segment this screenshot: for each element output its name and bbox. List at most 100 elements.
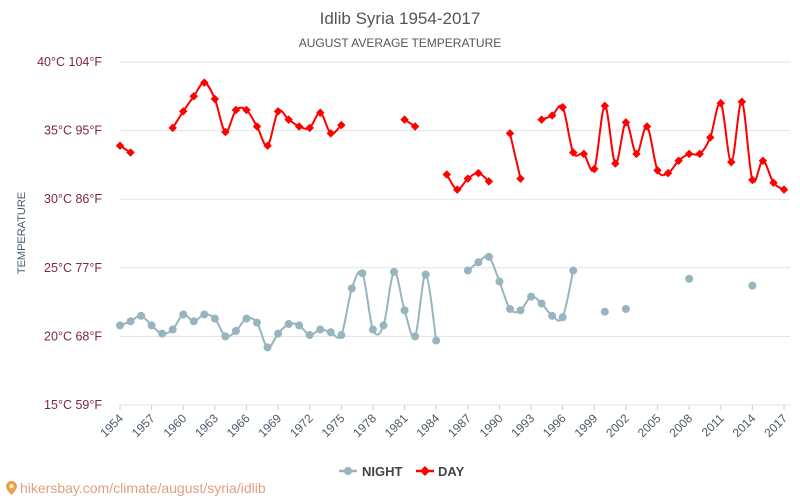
day-point-2013[interactable]: [737, 97, 747, 107]
day-point-2008[interactable]: [684, 149, 694, 159]
day-point-1955[interactable]: [126, 148, 135, 157]
night-point-1964[interactable]: [221, 332, 230, 341]
night-point-1976[interactable]: [347, 284, 356, 293]
day-point-1968[interactable]: [263, 141, 272, 150]
night-point-1989[interactable]: [484, 252, 493, 261]
day-point-1972[interactable]: [305, 123, 314, 133]
night-point-2000[interactable]: [600, 307, 609, 316]
day-point-1996[interactable]: [558, 103, 567, 112]
night-point-1975[interactable]: [337, 331, 346, 340]
night-point-1954[interactable]: [116, 321, 124, 330]
day-point-1969[interactable]: [273, 107, 283, 116]
day-point-1998[interactable]: [579, 149, 588, 159]
day-point-1989[interactable]: [484, 177, 494, 186]
night-point-1979[interactable]: [379, 321, 388, 330]
night-point-2008[interactable]: [685, 274, 694, 283]
night-point-1992[interactable]: [516, 306, 525, 315]
day-point-1962[interactable]: [200, 78, 209, 87]
night-point-1955[interactable]: [126, 317, 135, 326]
day-point-1961[interactable]: [189, 92, 199, 101]
day-point-2017[interactable]: [779, 185, 789, 194]
night-point-1996[interactable]: [558, 313, 567, 322]
night-point-1995[interactable]: [548, 311, 557, 320]
day-point-1971[interactable]: [294, 122, 304, 131]
night-point-1963[interactable]: [210, 314, 219, 323]
day-point-1959[interactable]: [168, 123, 177, 133]
night-point-1978[interactable]: [368, 325, 377, 334]
day-point-1966[interactable]: [242, 105, 251, 115]
day-point-1954[interactable]: [115, 141, 125, 150]
night-point-1977[interactable]: [358, 269, 367, 278]
y-tick-label: 30°C 86°F: [44, 192, 102, 206]
night-point-1994[interactable]: [537, 299, 546, 308]
day-point-1965[interactable]: [231, 105, 241, 115]
night-point-2014[interactable]: [748, 281, 757, 290]
night-point-1972[interactable]: [305, 331, 314, 340]
day-line: [541, 100, 785, 191]
night-point-1969[interactable]: [274, 329, 283, 338]
day-legend-marker: [420, 466, 430, 476]
night-point-1962[interactable]: [200, 310, 209, 319]
day-point-1974[interactable]: [326, 129, 336, 138]
night-point-1973[interactable]: [316, 325, 325, 334]
night-point-1970[interactable]: [284, 320, 293, 329]
day-point-1964[interactable]: [221, 127, 230, 137]
day-point-1960[interactable]: [178, 107, 188, 116]
night-point-1965[interactable]: [231, 326, 240, 335]
night-point-1993[interactable]: [527, 292, 536, 301]
day-point-2014[interactable]: [748, 175, 757, 185]
night-point-1960[interactable]: [179, 310, 188, 319]
day-point-1970[interactable]: [284, 115, 293, 124]
day-point-1994[interactable]: [537, 115, 546, 124]
y-tick-label: 20°C 68°F: [44, 329, 102, 343]
day-point-2010[interactable]: [705, 133, 715, 142]
day-point-1982[interactable]: [410, 122, 420, 131]
night-point-1991[interactable]: [505, 304, 514, 313]
night-point-1968[interactable]: [263, 343, 272, 352]
night-point-1957[interactable]: [147, 321, 156, 330]
legend-item-night[interactable]: NIGHT: [339, 464, 403, 479]
night-point-1974[interactable]: [326, 328, 335, 337]
day-point-2012[interactable]: [727, 157, 736, 167]
day-point-1963[interactable]: [210, 94, 220, 104]
day-point-1985[interactable]: [442, 170, 451, 179]
night-point-1958[interactable]: [158, 329, 167, 338]
night-point-1961[interactable]: [189, 317, 198, 326]
day-point-1999[interactable]: [590, 164, 599, 174]
day-point-1975[interactable]: [337, 120, 346, 130]
night-point-1966[interactable]: [242, 314, 251, 323]
night-point-1997[interactable]: [569, 266, 578, 275]
day-point-1973[interactable]: [316, 108, 325, 118]
day-point-1986[interactable]: [453, 185, 462, 194]
night-point-1980[interactable]: [390, 267, 399, 276]
night-point-2002[interactable]: [621, 304, 630, 313]
night-point-1984[interactable]: [432, 336, 441, 345]
day-point-1988[interactable]: [474, 168, 483, 178]
day-point-2000[interactable]: [600, 101, 610, 111]
chart-title: Idlib Syria 1954-2017: [320, 9, 481, 28]
night-point-1982[interactable]: [411, 332, 420, 341]
night-point-1983[interactable]: [421, 270, 430, 279]
night-point-1987[interactable]: [463, 266, 472, 275]
night-point-1956[interactable]: [137, 311, 146, 320]
day-point-1981[interactable]: [400, 115, 409, 124]
night-point-1959[interactable]: [168, 325, 177, 334]
x-tick-label: 1999: [572, 411, 601, 440]
x-tick-label: 1990: [477, 411, 506, 440]
source-text: hikersbay.com/climate/august/syria/idlib: [20, 480, 266, 496]
series-day: [115, 78, 789, 194]
x-tick-label: 1981: [382, 411, 411, 440]
night-point-1967[interactable]: [253, 318, 262, 327]
night-point-1988[interactable]: [474, 258, 483, 267]
day-point-1967[interactable]: [252, 122, 262, 131]
night-point-1990[interactable]: [495, 277, 504, 286]
x-tick-label: 1957: [129, 411, 158, 440]
day-point-1992[interactable]: [516, 174, 525, 183]
day-point-1987[interactable]: [463, 174, 473, 183]
x-tick-label: 1960: [161, 411, 190, 440]
source-link[interactable]: hikersbay.com/climate/august/syria/idlib: [6, 480, 266, 496]
legend-item-day[interactable]: DAY: [416, 464, 465, 479]
night-point-1971[interactable]: [295, 321, 304, 330]
night-point-1981[interactable]: [400, 306, 409, 315]
x-tick-label: 1984: [414, 411, 443, 440]
